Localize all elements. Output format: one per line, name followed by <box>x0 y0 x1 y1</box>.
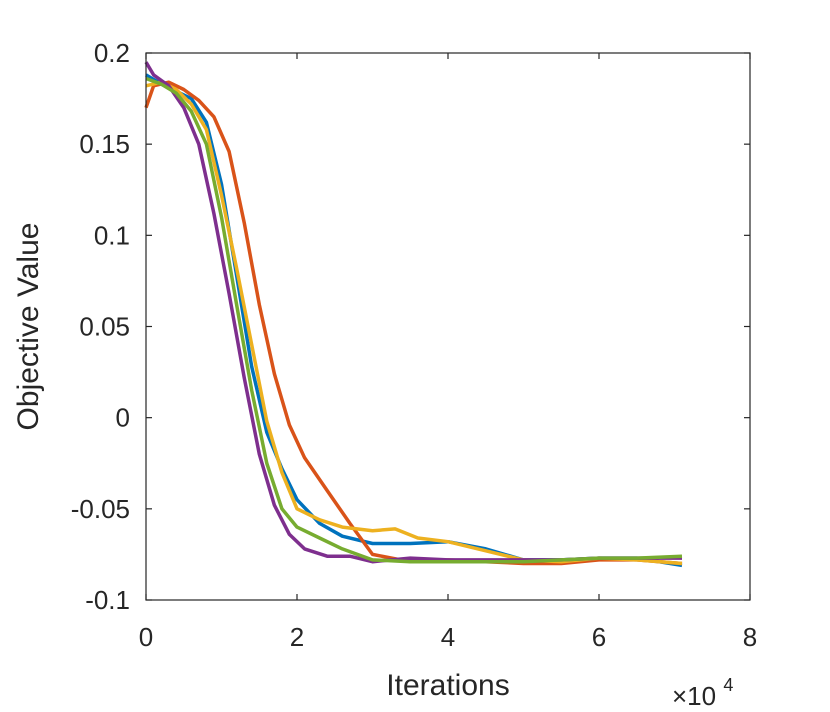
y-tick-label: -0.05 <box>71 494 130 524</box>
series-line-5 <box>145 76 683 564</box>
y-tick-label: 0.05 <box>79 312 130 342</box>
x-axis-label: Iterations <box>386 669 509 702</box>
x-axis-exponent: ×10 4 <box>672 675 733 711</box>
y-tick-label: 0.15 <box>79 129 130 159</box>
x-tick-label: 6 <box>592 622 606 652</box>
y-tick-label: 0.1 <box>94 220 130 250</box>
x-axis-exponent-power: 4 <box>723 675 733 695</box>
y-tick-label: 0.2 <box>94 38 130 68</box>
y-tick-label: -0.1 <box>85 585 130 615</box>
y-tick-label: 0 <box>116 403 130 433</box>
x-tick-label: 8 <box>743 622 757 652</box>
x-axis-exponent-base: ×10 <box>672 681 716 711</box>
x-tick-label: 2 <box>290 622 304 652</box>
x-tick-label: 4 <box>441 622 455 652</box>
series-line-3 <box>145 80 683 566</box>
x-tick-label: 0 <box>139 622 153 652</box>
series-line-2 <box>144 80 683 566</box>
ticks-layer: 0 2 4 6 8 -0.1 -0.05 0 0.05 0.1 0.15 0.2 <box>71 38 758 652</box>
series-layer <box>144 61 683 568</box>
y-axis-label: Objective Value <box>12 223 45 431</box>
series-line-4 <box>144 61 682 564</box>
